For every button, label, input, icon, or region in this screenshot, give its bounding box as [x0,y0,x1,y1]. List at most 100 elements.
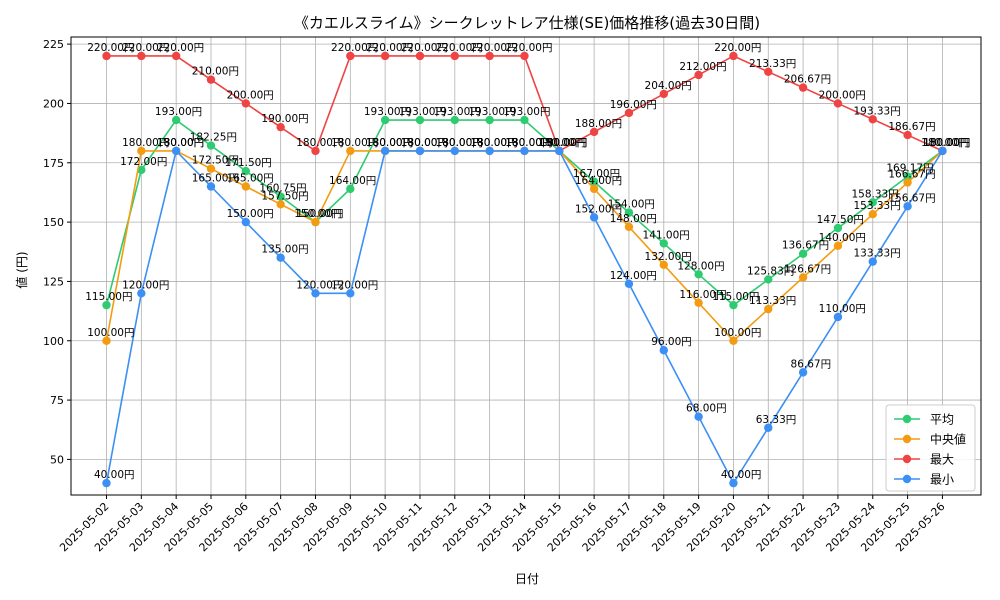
data-point-平均 [868,198,877,207]
legend-entry-最大: 最大 [930,453,954,467]
data-point-平均 [764,275,773,284]
y-tick-label: 125 [43,275,64,288]
data-point-最小 [346,289,355,298]
data-point-平均 [589,177,599,186]
data-label-平均: 171.50円 [225,157,272,169]
data-point-最小 [624,279,634,288]
data-label-中央値: 180.00円 [157,137,204,149]
data-label-平均: 158.33円 [852,188,899,200]
data-point-中央値 [346,146,355,156]
data-point-最大 [311,146,320,156]
data-label-最大: 220.00円 [157,42,204,54]
data-point-最小 [764,423,773,432]
data-point-平均 [903,172,912,181]
data-label-最小: 152.00円 [575,203,622,215]
data-point-最小 [380,146,390,156]
data-label-最大: 190.00円 [261,113,308,125]
data-point-最小 [276,253,285,262]
data-point-中央値 [241,182,251,191]
data-label-最大: 213.33円 [749,58,796,70]
data-point-中央値 [729,336,738,345]
data-point-平均 [729,300,738,310]
legend-entry-平均: 平均 [930,413,954,427]
data-label-最大: 193.33円 [854,105,901,117]
data-point-中央値 [206,164,216,173]
data-point-中央値 [659,260,668,270]
data-point-中央値 [798,273,808,282]
data-point-最大 [903,130,912,140]
data-label-平均: 125.83円 [747,265,794,277]
data-label-最大: 220.00円 [401,42,448,54]
data-point-最小 [589,213,599,222]
data-point-最大 [624,108,634,118]
data-point-中央値 [833,241,843,251]
data-label-最大: 200.00円 [819,89,866,101]
data-label-中央値: 180.00円 [540,137,587,149]
data-label-平均: 169.17円 [886,163,933,175]
data-label-最大: 212.00円 [679,61,726,73]
data-point-最小 [206,182,216,191]
data-point-平均 [380,115,390,125]
data-label-中央値: 180.00円 [401,137,448,149]
data-label-最小: 150.00円 [227,208,274,220]
data-point-最小 [137,289,146,298]
data-label-中央値: 100.00円 [87,327,134,339]
data-point-平均 [659,239,668,248]
data-point-平均 [206,141,216,150]
data-point-平均 [276,192,285,201]
data-point-最小 [729,478,738,488]
y-tick-label: 50 [50,453,64,466]
y-tick-label: 150 [43,216,64,229]
data-label-最大: 200.00円 [227,89,274,101]
data-label-平均: 167.00円 [573,168,620,180]
data-point-最大 [798,83,808,92]
data-label-最小: 180.00円 [401,137,448,149]
data-label-最小: 96.00円 [651,336,692,348]
data-label-最大: 180.00円 [540,137,587,149]
data-point-中央値 [589,184,599,194]
data-label-最大: 220.00円 [366,42,413,54]
data-label-最小: 180.00円 [470,137,517,149]
data-label-最大: 186.67円 [888,121,935,133]
data-point-中央値 [868,209,877,219]
data-label-中央値: 164.00円 [575,175,622,187]
data-point-最小 [415,146,425,156]
data-label-平均: 193.00円 [399,106,446,118]
legend-marker-最小 [902,474,912,484]
data-label-最大: 220.00円 [331,42,378,54]
data-label-中央値: 157.50円 [261,190,308,202]
data-label-最大: 220.00円 [505,42,552,54]
data-label-最小: 40.00円 [94,469,135,481]
data-label-最小: 120.00円 [331,279,378,291]
data-point-平均 [171,115,181,125]
data-label-最小: 124.00円 [610,270,657,282]
data-label-平均: 150.00円 [294,208,341,220]
data-point-平均 [485,115,494,125]
data-label-中央値: 180.00円 [436,137,483,149]
data-point-最大 [241,99,251,108]
data-point-最小 [450,146,459,156]
data-label-中央値: 100.00円 [714,327,761,339]
y-tick-label: 75 [50,394,64,407]
data-label-最大: 220.00円 [470,42,517,54]
data-label-最大: 204.00円 [645,80,692,92]
data-label-中央値: 180.00円 [505,137,552,149]
data-point-最大 [729,51,738,61]
data-label-最小: 63.33円 [756,414,797,426]
data-point-最大 [206,75,216,84]
data-point-最大 [171,51,181,61]
data-point-最小 [555,146,564,156]
data-point-中央値 [311,217,320,227]
y-tick-label: 175 [43,157,64,170]
series-layer [102,51,947,488]
legend-marker-平均 [902,414,912,424]
data-point-最大 [764,67,773,77]
data-point-最小 [798,368,808,377]
data-label-平均: 193.00円 [364,106,411,118]
data-point-最大 [102,51,111,61]
data-point-最小 [903,202,912,211]
data-point-最小 [868,257,877,266]
data-point-最大 [380,51,390,61]
data-point-最小 [485,146,494,156]
data-label-中央値: 153.33円 [854,200,901,212]
